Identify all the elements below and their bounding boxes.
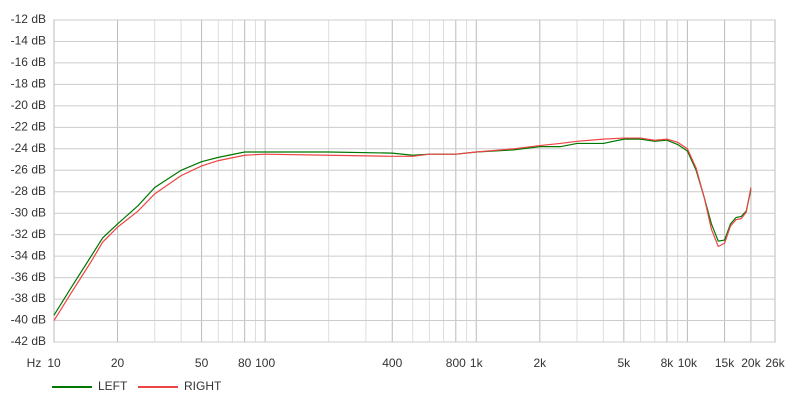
x-axis-label: Hz (27, 356, 42, 370)
y-tick-label: -38 dB (11, 291, 46, 305)
y-tick-label: -16 dB (11, 55, 46, 69)
y-tick-label: -22 dB (11, 120, 46, 134)
x-tick-label: 5k (617, 356, 631, 370)
y-tick-label: -12 dB (11, 12, 46, 26)
y-tick-label: -34 dB (11, 248, 46, 262)
y-tick-label: -28 dB (11, 184, 46, 198)
x-tick-label: 800 (446, 356, 466, 370)
y-tick-label: -20 dB (11, 98, 46, 112)
x-tick-label: 2k (533, 356, 547, 370)
y-tick-label: -14 dB (11, 34, 46, 48)
y-tick-label: -40 dB (11, 313, 46, 327)
x-tick-label: 8k (661, 356, 675, 370)
legend-label: RIGHT (184, 379, 222, 393)
y-tick-label: -26 dB (11, 162, 46, 176)
x-tick-label: 15k (715, 356, 735, 370)
x-tick-label: 10k (678, 356, 698, 370)
x-tick-label: 20 (111, 356, 125, 370)
x-tick-label: 400 (382, 356, 402, 370)
y-tick-label: -32 dB (11, 227, 46, 241)
legend-label: LEFT (98, 379, 128, 393)
y-tick-label: -30 dB (11, 205, 46, 219)
x-tick-label: 80 (238, 356, 252, 370)
x-tick-label: 26k (765, 356, 785, 370)
line-series (53, 138, 752, 316)
x-tick-label: 100 (255, 356, 275, 370)
line-series (53, 137, 752, 321)
y-tick-label: -18 dB (11, 77, 46, 91)
y-tick-label: -42 dB (11, 334, 46, 348)
x-tick-label: 10 (47, 356, 61, 370)
x-tick-label: 1k (470, 356, 484, 370)
y-tick-label: -24 dB (11, 141, 46, 155)
x-tick-label: 20k (741, 356, 761, 370)
y-tick-label: -36 dB (11, 270, 46, 284)
x-tick-label: 50 (195, 356, 209, 370)
